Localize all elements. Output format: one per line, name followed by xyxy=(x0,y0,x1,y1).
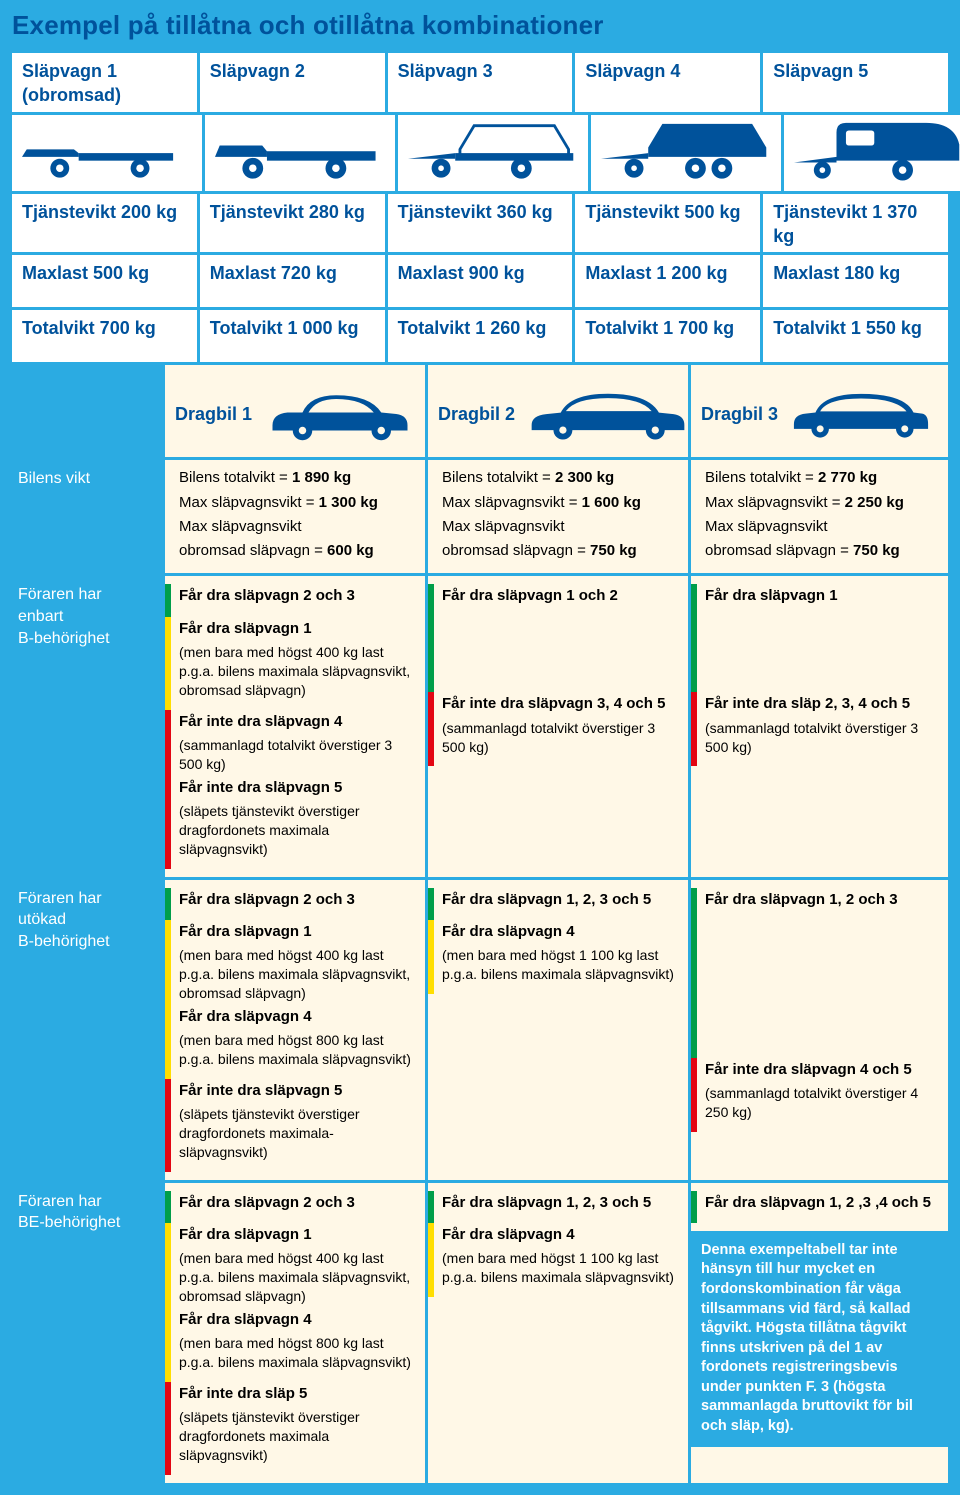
table-cell: Totalvikt 1 550 kg xyxy=(763,310,948,362)
cell-ub-d3: Får dra släpvagn 1, 2 och 3 Får inte dra… xyxy=(691,880,948,1180)
table-cell: Totalvikt 1 700 kg xyxy=(575,310,760,362)
trailer-header: Släpvagn 4 xyxy=(575,53,760,112)
row-label-b: Föraren har enbart B-behörighet xyxy=(12,576,162,876)
cell-be-d2: Får dra släpvagn 1, 2, 3 och 5 Får dra s… xyxy=(428,1183,688,1483)
trailer-maxlast-row: Maxlast 500 kg Maxlast 720 kg Maxlast 90… xyxy=(12,255,948,307)
row-label-bilens-vikt: Bilens vikt xyxy=(12,460,162,573)
trailer-header: Släpvagn 3 xyxy=(388,53,573,112)
cell-b-d3: Får dra släpvagn 1 Får inte dra släp 2, … xyxy=(691,576,948,876)
table-cell: Maxlast 720 kg xyxy=(200,255,385,307)
spacer xyxy=(12,365,162,457)
trailer-header: Släpvagn 2 xyxy=(200,53,385,112)
table-cell: Totalvikt 1 260 kg xyxy=(388,310,573,362)
row-label-ub: Föraren har utökad B-behörighet xyxy=(12,880,162,1180)
trailer-icon xyxy=(205,115,395,191)
table-cell: Tjänstevikt 1 370 kg xyxy=(763,194,948,253)
trailer-header-row: Släpvagn 1(obromsad) Släpvagn 2 Släpvagn… xyxy=(12,53,948,112)
page-title: Exempel på tillåtna och otillåtna kombin… xyxy=(12,8,948,43)
table-cell: Maxlast 900 kg xyxy=(388,255,573,307)
row-label-be: Föraren har BE-behörighet xyxy=(12,1183,162,1483)
car-cell: Dragbil 3 xyxy=(691,365,948,457)
car-label: Dragbil 1 xyxy=(175,402,265,426)
table-cell: Maxlast 500 kg xyxy=(12,255,197,307)
table-cell: Totalvikt 1 000 kg xyxy=(200,310,385,362)
car-cell: Dragbil 1 xyxy=(165,365,425,457)
trailer-tjanstevikt-row: Tjänstevikt 200 kg Tjänstevikt 280 kg Tj… xyxy=(12,194,948,253)
cell-be-d1: Får dra släpvagn 2 och 3 Får dra släpvag… xyxy=(165,1183,425,1483)
cell-be-d3: Får dra släpvagn 1, 2 ,3 ,4 och 5 Denna … xyxy=(691,1183,948,1483)
cell-ub-d1: Får dra släpvagn 2 och 3 Får dra släpvag… xyxy=(165,880,425,1180)
trailer-icon xyxy=(398,115,588,191)
car-label: Dragbil 2 xyxy=(438,402,528,426)
car-cell: Dragbil 2 xyxy=(428,365,688,457)
cell-bilens-vikt-d2: Bilens totalvikt = 2 300 kg Max släpvagn… xyxy=(428,460,688,573)
table-cell: Maxlast 1 200 kg xyxy=(575,255,760,307)
trailer-icon xyxy=(591,115,781,191)
trailer-header: Släpvagn 5 xyxy=(763,53,948,112)
table-cell: Tjänstevikt 360 kg xyxy=(388,194,573,253)
car-label: Dragbil 3 xyxy=(701,402,791,426)
trailer-icon xyxy=(784,115,960,191)
trailer-icon xyxy=(12,115,202,191)
trailer-header: Släpvagn 1(obromsad) xyxy=(12,53,197,112)
cell-b-d1: Får dra släpvagn 2 och 3 Får dra släpvag… xyxy=(165,576,425,876)
cell-ub-d2: Får dra släpvagn 1, 2, 3 och 5 Får dra s… xyxy=(428,880,688,1180)
table-cell: Tjänstevikt 500 kg xyxy=(575,194,760,253)
cell-bilens-vikt-d1: Bilens totalvikt = 1 890 kg Max släpvagn… xyxy=(165,460,425,573)
trailer-image-row xyxy=(12,115,948,191)
cell-bilens-vikt-d3: Bilens totalvikt = 2 770 kg Max släpvagn… xyxy=(691,460,948,573)
table-cell: Tjänstevikt 280 kg xyxy=(200,194,385,253)
table-cell: Totalvikt 700 kg xyxy=(12,310,197,362)
note-box: Denna exempeltabell tar inte hänsyn till… xyxy=(691,1231,948,1447)
table-cell: Tjänstevikt 200 kg xyxy=(12,194,197,253)
trailer-totalvikt-row: Totalvikt 700 kg Totalvikt 1 000 kg Tota… xyxy=(12,310,948,362)
cell-b-d2: Får dra släpvagn 1 och 2 Får inte dra sl… xyxy=(428,576,688,876)
table-cell: Maxlast 180 kg xyxy=(763,255,948,307)
